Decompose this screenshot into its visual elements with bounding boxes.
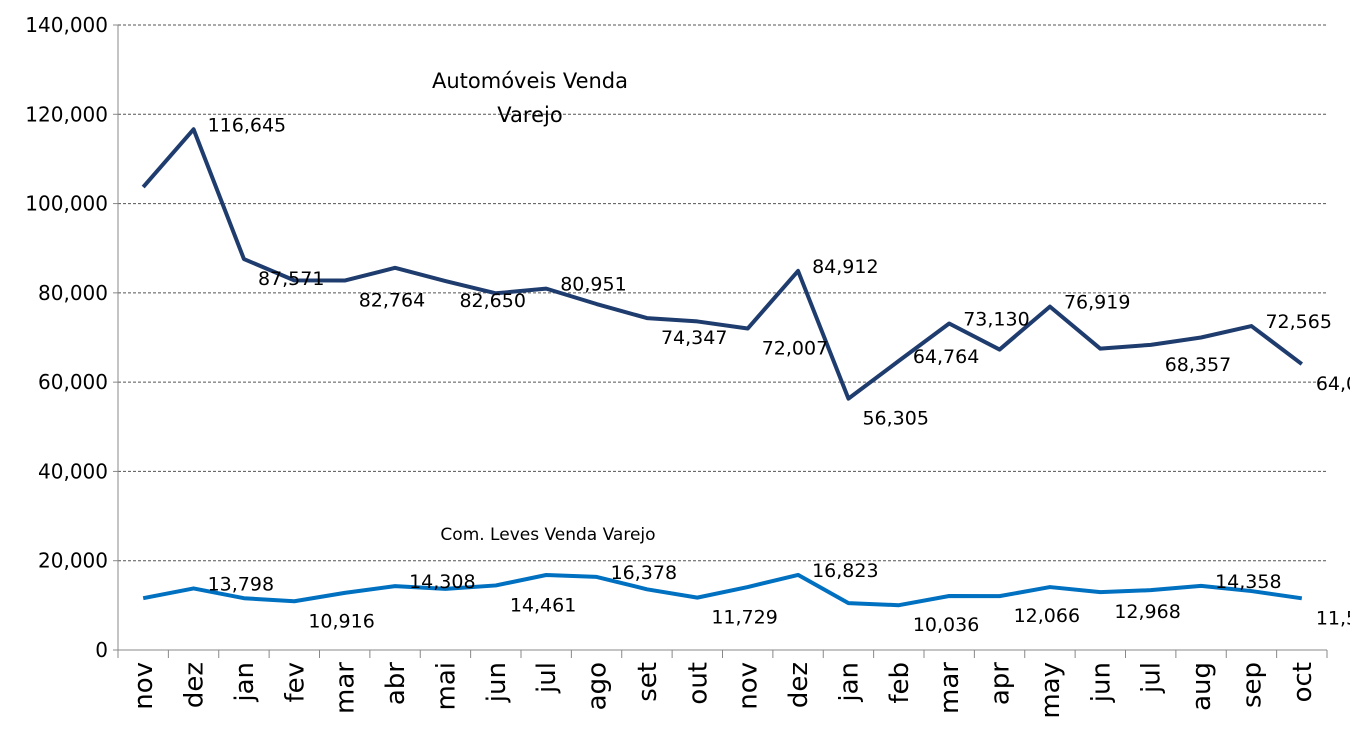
- data-label: 73,130: [963, 309, 1029, 331]
- data-label: 11,729: [711, 607, 777, 629]
- y-tick-label: 100,000: [25, 192, 108, 216]
- x-tick-label: nov: [734, 662, 764, 710]
- x-tick-label: mai: [431, 662, 461, 710]
- data-label: 80,951: [560, 274, 626, 296]
- y-tick-label: 140,000: [25, 13, 108, 37]
- y-tick-label: 120,000: [25, 102, 108, 126]
- data-label: 76,919: [1064, 292, 1130, 314]
- x-tick-label: nov: [129, 662, 159, 710]
- x-tick-label: out: [683, 662, 713, 705]
- data-label: 10,036: [913, 614, 979, 636]
- data-label: 14,461: [510, 594, 576, 616]
- data-label: 13,798: [208, 573, 274, 595]
- data-label: 74,347: [661, 327, 727, 349]
- line: [142, 572, 1303, 608]
- x-tick-label: mar: [331, 662, 361, 714]
- data-label: 16,823: [812, 560, 878, 582]
- x-tick-label: dez: [180, 662, 210, 708]
- data-label: 116,645: [208, 114, 287, 136]
- data-label: 16,378: [611, 562, 677, 584]
- y-tick-label: 0: [95, 638, 108, 662]
- series-label: Com. Leves Venda Varejo: [440, 525, 656, 545]
- x-tick-label: dez: [784, 662, 814, 708]
- x-tick-label: aug: [1187, 662, 1217, 711]
- x-tick-label: jan: [834, 662, 864, 703]
- data-label: 82,764: [359, 290, 425, 312]
- x-tick-label: feb: [885, 662, 915, 704]
- x-tick-label: oct: [1288, 662, 1318, 702]
- data-label: 87,571: [258, 268, 324, 290]
- series-label: Automóveis Venda Varejo: [431, 69, 629, 127]
- data-label: 84,912: [812, 256, 878, 278]
- x-tick-label: ago: [583, 662, 613, 710]
- data-label: 14,308: [409, 571, 475, 593]
- data-label: 12,066: [1014, 605, 1080, 627]
- y-tick-label: 80,000: [38, 281, 108, 305]
- x-tick-label: jun: [482, 662, 512, 703]
- data-label: 11,581: [1316, 607, 1350, 629]
- x-tick-label: jul: [532, 662, 562, 694]
- x-tick-label: abr: [381, 662, 411, 705]
- line: [141, 127, 1304, 401]
- data-label: 12,968: [1114, 601, 1180, 623]
- y-tick-label: 20,000: [38, 549, 108, 573]
- data-label: 82,650: [459, 290, 525, 312]
- x-tick-label: apr: [986, 662, 1016, 705]
- x-tick-label: set: [633, 662, 663, 702]
- data-label: 64,049: [1316, 373, 1350, 395]
- x-tick-label: may: [1036, 662, 1066, 719]
- x-tick-label: fev: [280, 662, 310, 703]
- data-label: 72,007: [762, 338, 828, 360]
- x-tick-label: jan: [230, 662, 260, 703]
- data-label: 14,358: [1215, 571, 1281, 593]
- data-label: 10,916: [308, 610, 374, 632]
- x-tick-label: mar: [935, 662, 965, 714]
- data-label: 64,764: [913, 346, 979, 368]
- data-label: 56,305: [862, 408, 928, 430]
- x-tick-label: sep: [1237, 662, 1267, 708]
- data-label: 72,565: [1265, 311, 1331, 333]
- x-tick-label: jun: [1086, 662, 1116, 703]
- x-tick-label: jul: [1137, 662, 1167, 694]
- y-tick-label: 40,000: [38, 459, 108, 483]
- data-label: 68,357: [1165, 354, 1231, 376]
- y-tick-label: 60,000: [38, 370, 108, 394]
